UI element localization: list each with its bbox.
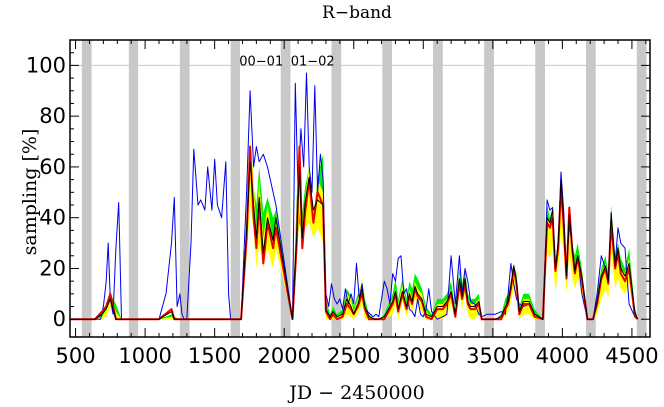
season-gap-band-0: [81, 40, 92, 337]
series-black-line: [70, 161, 638, 320]
season-gap-band-2: [179, 40, 190, 337]
x-tick-label-500: 500: [56, 344, 96, 368]
season-gap-band-1: [128, 40, 139, 337]
series-blue-line: [70, 72, 638, 320]
season-gap-band-3: [230, 40, 240, 337]
season-gap-band-6: [382, 40, 392, 337]
x-tick-label-3000: 3000: [397, 344, 450, 368]
plot-frame: [69, 39, 651, 338]
y-tick-label-60: 60: [39, 155, 66, 179]
x-tick-label-1000: 1000: [118, 344, 171, 368]
y-axis-label: sampling [%]: [19, 129, 41, 256]
y-tick-label-80: 80: [39, 104, 66, 128]
x-tick-label-2500: 2500: [327, 344, 380, 368]
x-tick-label-3500: 3500: [466, 344, 519, 368]
x-tick-label-1500: 1500: [188, 344, 241, 368]
season-gap-band-4: [280, 40, 291, 337]
y-tick-label-0: 0: [53, 307, 66, 331]
x-axis-label: JD − 2450000: [287, 382, 424, 404]
season-annotation-1: 01−02: [291, 54, 335, 69]
y-tick-label-20: 20: [39, 256, 66, 280]
season-gap-band-10: [586, 40, 596, 337]
chart-title: R−band: [322, 3, 392, 23]
season-gap-band-5: [331, 40, 342, 337]
season-gap-band-9: [535, 40, 545, 337]
y-tick-label-40: 40: [39, 206, 66, 230]
season-gap-band-11: [636, 40, 647, 337]
season-annotation-0: 00−01: [239, 54, 283, 69]
season-gap-band-7: [433, 40, 443, 337]
season-gap-band-8: [484, 40, 494, 337]
x-tick-label-4000: 4000: [536, 344, 589, 368]
plot-area: 500 1000 1500 2000 2500 3000 3500 4000 4500 0 20 40…: [26, 39, 659, 368]
x-tick-label-2000: 2000: [257, 344, 310, 368]
y-tick-label-100: 100: [26, 53, 66, 77]
x-tick-label-4500: 4500: [605, 344, 658, 368]
